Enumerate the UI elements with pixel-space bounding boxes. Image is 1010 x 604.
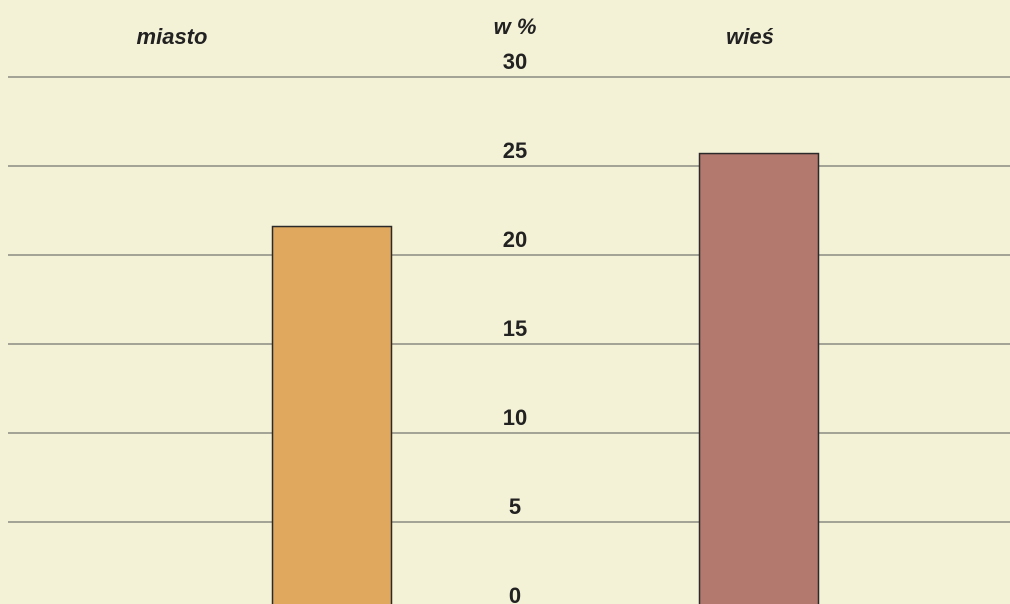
bar [698, 152, 820, 604]
y-tick-label: 10 [503, 405, 527, 430]
y-tick-label: 30 [503, 49, 527, 74]
y-tick-label: 15 [503, 316, 527, 341]
category-label: miasto [137, 24, 208, 49]
category-label: wieś [726, 24, 774, 49]
bar [271, 225, 393, 604]
y-tick-label: 25 [503, 138, 527, 163]
axis-label: w % [494, 14, 537, 39]
y-tick-label: 20 [503, 227, 527, 252]
y-tick-label: 0 [509, 583, 521, 604]
y-tick-label: 5 [509, 494, 521, 519]
